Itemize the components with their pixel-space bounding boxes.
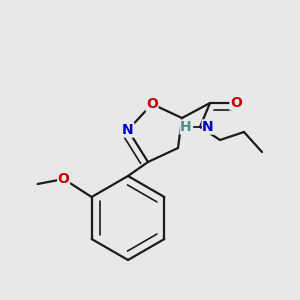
Text: N: N [122, 123, 134, 137]
Text: O: O [230, 96, 242, 110]
Text: N: N [202, 120, 214, 134]
Text: H: H [180, 120, 192, 134]
Text: O: O [146, 97, 158, 111]
Text: O: O [58, 172, 70, 186]
